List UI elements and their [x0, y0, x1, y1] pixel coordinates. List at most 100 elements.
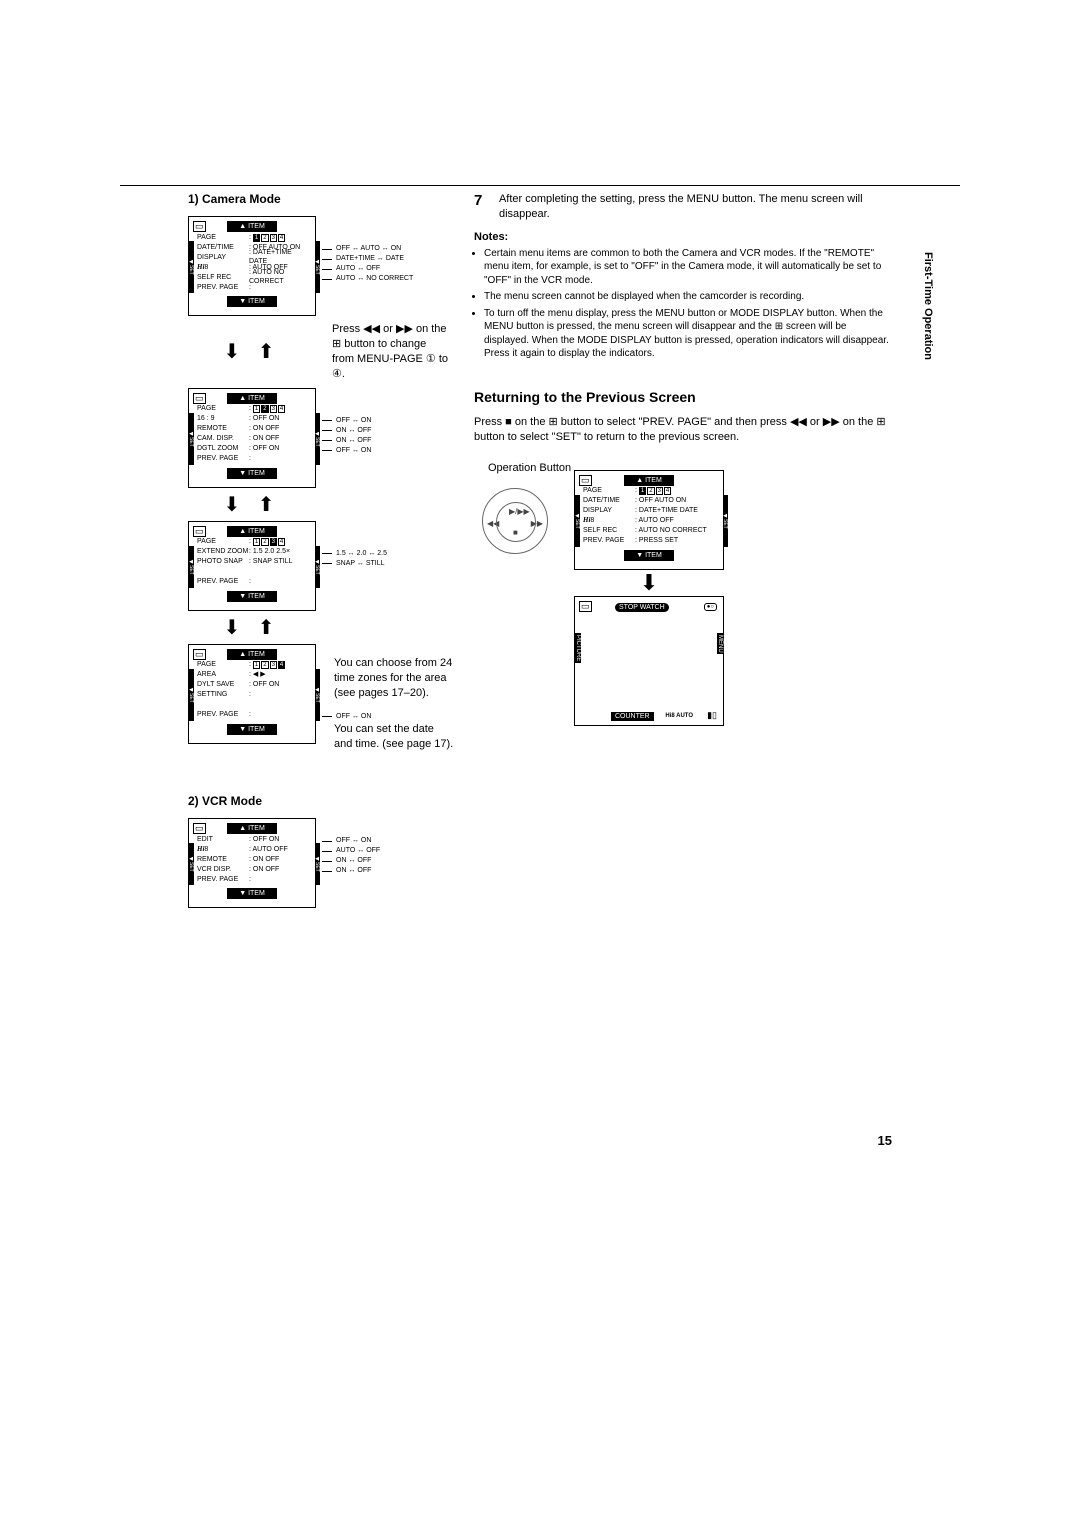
page-number-box: 3: [270, 405, 277, 413]
menu-row: PREV. PAGE: PRESS SET: [575, 536, 723, 546]
menu-item-value: : OFF ON: [249, 835, 311, 844]
menu-item-label: DGTL ZOOM: [197, 444, 249, 453]
menu-screen: ▭▲ ITEMPAGE: 1234EXTEND ZOOM: 1.5 2.0 2.…: [188, 521, 316, 611]
hi8-label: Hi8: [197, 845, 249, 854]
notes-heading: Notes:: [474, 231, 892, 243]
menu-item-value: : OFF ON: [249, 680, 311, 689]
option-line: AUTO ↔ OFF: [322, 264, 413, 274]
option-line: OFF ↔ ON: [322, 836, 380, 846]
menu-row: DISPLAY: DATE+TIME DATE: [189, 252, 315, 262]
menu-item-label: AREA: [197, 670, 249, 679]
menu-item-label: VCR DISP.: [197, 865, 249, 874]
menu-screen: ▭▲ ITEMPAGE: 1234DATE/TIME: OFF AUTO OND…: [188, 216, 316, 316]
page-number-box: 3: [270, 661, 277, 669]
item-up-label: ▲ ITEM: [624, 475, 674, 486]
item-up-label: ▲ ITEM: [227, 526, 277, 537]
menu-item-label: 16 : 9: [197, 414, 249, 423]
menu-item-label: DISPLAY: [583, 506, 635, 515]
menu-item-value: : AUTO NO CORRECT: [635, 526, 719, 535]
item-up-label: ▲ ITEM: [227, 393, 277, 404]
menu-item-label: PREV. PAGE: [197, 875, 249, 884]
menu-row: DYLT SAVE: OFF ON: [189, 680, 315, 690]
page-number-box: 4: [278, 405, 285, 413]
menu-row: PHOTO SNAP: SNAP STILL: [189, 557, 315, 567]
menu-item-value: : 1234: [249, 404, 311, 413]
page-number-box: 2: [261, 234, 268, 242]
option-line: 1.5 ↔ 2.0 ↔ 2.5: [322, 549, 387, 559]
tape-icon: ▭: [193, 393, 206, 404]
menu-row: PREV. PAGE:: [189, 874, 315, 884]
side-instruction: Press ◀◀ or ▶▶ on the ⊞ button to change…: [332, 322, 450, 381]
menu-row: PREV. PAGE:: [189, 710, 315, 720]
vcr-mode-title: 2) VCR Mode: [188, 794, 450, 808]
menu-item-value: : OFF ON: [249, 414, 311, 423]
horizontal-rule: [120, 185, 960, 186]
menu-row: PREV. PAGE:: [189, 454, 315, 464]
menu-row: PAGE: 1234: [189, 404, 315, 414]
menu-item-value: : SNAP STILL: [249, 557, 311, 566]
up-down-arrows-icon: ⬇ ⬆: [188, 492, 316, 517]
menu-item-label: REMOTE: [197, 424, 249, 433]
menu-item-value: : ON OFF: [249, 434, 311, 443]
left-column: 1) Camera Mode ▭▲ ITEMPAGE: 1234DATE/TIM…: [188, 192, 450, 908]
up-down-arrows-icon: ⬇ ⬆: [188, 615, 316, 640]
page-number-box: 1: [253, 234, 260, 242]
menu-row: EXTEND ZOOM: 1.5 2.0 2.5×: [189, 547, 315, 557]
menu-item-value: :: [249, 690, 311, 699]
menu-row: VCR DISP.: ON OFF: [189, 864, 315, 874]
menu-item-value: : ◀ ▶: [249, 670, 311, 679]
tape-icon: ▭: [579, 601, 592, 612]
page-number-box: 1: [253, 405, 260, 413]
menu-screen: ▭ ▲ ITEMPAGE: 123416 : 9: OFF ONREMOTE: O…: [188, 388, 316, 488]
menu-item-value: : 1.5 2.0 2.5×: [249, 547, 311, 556]
menu-item-label: DATE/TIME: [197, 243, 249, 252]
menu-item-label: PREV. PAGE: [583, 536, 635, 545]
menu-item-value: :: [249, 875, 311, 884]
page-number-box: 1: [639, 487, 646, 495]
menu-row: PAGE: 1234: [189, 660, 315, 670]
side-instruction: You can set the date and time. (see page…: [334, 722, 454, 752]
menu-item-value: : ON OFF: [249, 865, 311, 874]
menu-row: PREV. PAGE:: [189, 577, 315, 587]
menu-item-label: PREV. PAGE: [197, 283, 249, 292]
option-line: AUTO ↔ OFF: [322, 846, 380, 856]
page-number-box: 1: [253, 538, 260, 546]
tape-icon: ▭: [193, 221, 206, 232]
stopwatch-label: STOP WATCH: [615, 603, 669, 612]
menu-item-value: : DATE+TIME DATE: [635, 506, 719, 515]
item-down-label: ▼ ITEM: [227, 724, 277, 735]
menu-item-value: : AUTO OFF: [249, 845, 311, 854]
option-line: AUTO ↔ NO CORRECT: [322, 274, 413, 284]
menu-item-value: : ON OFF: [249, 855, 311, 864]
item-down-label: ▼ ITEM: [227, 296, 277, 307]
menu-item-label: EDIT: [197, 835, 249, 844]
menu-row: SETTING:: [189, 690, 315, 700]
option-line: ON ↔ OFF: [322, 436, 371, 446]
page-number-box: 3: [270, 234, 277, 242]
note-item: To turn off the menu display, press the …: [484, 307, 892, 361]
option-line: ON ↔ OFF: [322, 866, 380, 876]
page-number-box: 3: [270, 538, 277, 546]
counter-screen: ▭ STOP WATCH ●○ PICTURE MENU Hi8 AUTO ▮▯…: [574, 596, 724, 726]
menu-row: REMOTE: ON OFF: [189, 854, 315, 864]
side-instruction: You can choose from 24 time zones for th…: [334, 656, 454, 701]
menu-item-value: :: [249, 577, 311, 586]
option-line: DATE+TIME ↔ DATE: [322, 254, 413, 264]
menu-item-value: : 1234: [249, 537, 311, 546]
menu-row: PREV. PAGE:: [189, 282, 315, 292]
item-down-label: ▼ ITEM: [227, 591, 277, 602]
option-column: .OFF ↔ ONON ↔ OFFON ↔ OFFOFF ↔ ON.: [322, 406, 371, 466]
page-number-box: 2: [647, 487, 654, 495]
menu-item-label: PAGE: [197, 233, 249, 242]
menu-row: [189, 567, 315, 577]
page-number-box: 2: [261, 538, 268, 546]
menu-item-label: EXTEND ZOOM: [197, 547, 249, 556]
operation-button-label: Operation Button: [488, 462, 571, 474]
menu-item-label: PHOTO SNAP: [197, 557, 249, 566]
page-number: 15: [878, 1133, 892, 1148]
menu-screen: ▭▲ ITEMPAGE: 1234AREA: ◀ ▶DYLT SAVE: OFF…: [188, 644, 316, 744]
page-number-box: 4: [278, 661, 285, 669]
option-line: OFF ↔ ON: [322, 712, 371, 722]
menu-item-value: : OFF AUTO ON: [635, 496, 719, 505]
page-number-box: 2: [261, 661, 268, 669]
